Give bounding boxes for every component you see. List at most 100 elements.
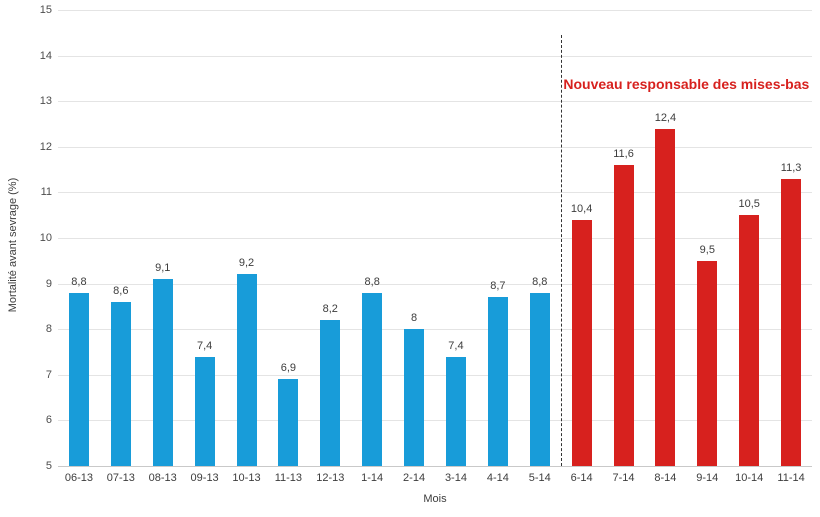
y-tick-label: 14 [39, 49, 52, 62]
bar-slot: 11,6 7-14 [603, 10, 645, 484]
bar-value-label: 9,2 [238, 257, 255, 270]
bar-slot: 8,6 07-13 [100, 10, 142, 484]
bar [404, 329, 425, 466]
x-tick-label: 09-13 [190, 472, 219, 484]
bar-value-label: 7,4 [196, 339, 213, 352]
bar-slot: 8,8 5-14 [519, 10, 561, 484]
bar [152, 279, 173, 466]
bar-value-label: 8 [411, 312, 418, 325]
bar [236, 274, 257, 466]
x-axis-title: Mois [423, 493, 447, 505]
x-tick-label: 1-14 [361, 472, 384, 484]
x-tick-label: 7-14 [612, 472, 635, 484]
bar [571, 219, 592, 466]
separator-dashed-line [560, 35, 562, 466]
y-tick-label: 10 [39, 232, 52, 244]
y-tick-label: 8 [45, 323, 52, 336]
bar-value-label: 9,5 [699, 243, 715, 256]
bar-value-label: 9,1 [155, 262, 171, 275]
bar-slot: 7,4 09-13 [184, 10, 226, 484]
bar-slot: 9,2 10-13 [226, 10, 268, 484]
gridline [58, 283, 812, 285]
bar-value-label: 8,7 [490, 280, 506, 293]
gridline [58, 146, 812, 148]
gridline [58, 101, 812, 103]
x-tick-label: 08-13 [148, 472, 177, 484]
plot-area: 15 14 13 12 11 10 9 8 7 6 5 8,8 06-13 8,6 07-13 9,1 08-… [40, 4, 812, 484]
bar [529, 292, 550, 466]
x-tick-label: 3-14 [444, 472, 467, 484]
x-tick-label: 12-13 [316, 472, 345, 484]
bar-slot: 8,8 1-14 [351, 10, 393, 484]
bar [278, 379, 299, 466]
x-tick-label: 8-14 [654, 472, 677, 484]
bar [320, 320, 341, 466]
gridline [58, 420, 812, 422]
x-tick-label: 11-14 [777, 472, 805, 484]
y-tick-label: 7 [45, 368, 52, 381]
y-tick-label: 15 [39, 4, 52, 16]
bar-value-label: 11,3 [780, 161, 802, 174]
bar-value-label: 8,6 [113, 284, 129, 297]
bar-value-label: 8,8 [532, 275, 548, 288]
x-tick-label: 5-14 [528, 472, 551, 484]
bar [655, 128, 676, 466]
x-tick-label: 4-14 [486, 472, 509, 484]
annotation-new-manager: Nouveau responsable des mises-bas [563, 76, 810, 92]
bar-value-label: 8,2 [322, 303, 338, 316]
x-tick-label: 9-14 [696, 472, 719, 484]
bar-value-label: 7,4 [448, 339, 464, 352]
gridline [58, 10, 812, 11]
y-axis-title: Mortalité avant sevrage (%) [7, 177, 19, 313]
x-tick-label: 07-13 [106, 472, 135, 484]
bar-slot: 10,5 10-14 [728, 10, 770, 484]
x-tick-label: 10-14 [735, 472, 764, 484]
bar [697, 260, 718, 466]
bar [739, 215, 760, 466]
gridline [58, 374, 812, 376]
gridline [58, 329, 812, 331]
bar [445, 356, 466, 466]
bar-slot: 12,4 8-14 [644, 10, 686, 484]
bar-slot: 8,7 4-14 [477, 10, 519, 484]
gridline [58, 55, 812, 57]
bar [110, 301, 131, 466]
bar-value-label: 10,5 [738, 198, 760, 211]
bars: 8,8 06-13 8,6 07-13 9,1 08-13 7,4 09-13 9,2 10-13… [58, 10, 812, 484]
y-tick-label: 12 [39, 140, 52, 153]
bar-slot: 8,8 06-13 [58, 10, 100, 484]
bar-slot: 6,9 11-13 [267, 10, 309, 484]
x-axis-line [58, 466, 812, 467]
bar [613, 165, 634, 466]
bar [68, 292, 89, 466]
bar [194, 356, 215, 466]
bar-slot: 10,4 6-14 [561, 10, 603, 484]
bar-value-label: 10,4 [570, 202, 593, 215]
bar-value-label: 8,8 [364, 275, 380, 288]
x-tick-label: 2-14 [403, 472, 426, 484]
y-tick-label: 13 [39, 95, 52, 108]
bar-slot: 9,1 08-13 [142, 10, 184, 484]
bar-value-label: 8,8 [71, 275, 87, 288]
y-tick-label: 5 [45, 460, 52, 472]
bar [487, 297, 508, 466]
x-tick-label: 11-13 [274, 472, 303, 484]
bar-value-label: 11,6 [613, 148, 634, 161]
x-tick-label: 06-13 [64, 472, 94, 484]
x-tick-label: 10-13 [232, 472, 261, 484]
bar-value-label: 6,9 [280, 362, 297, 375]
bar-slot: 8,2 12-13 [309, 10, 351, 484]
y-tick-label: 9 [45, 277, 52, 290]
bar [362, 292, 383, 466]
x-tick-label: 6-14 [570, 472, 593, 484]
bar [781, 178, 802, 466]
gridline [58, 192, 812, 194]
bar-slot: 7,4 3-14 [435, 10, 477, 484]
bar-slot: 11,3 11-14 [770, 10, 812, 484]
gridline [58, 238, 812, 239]
bar-slot: 8 2-14 [393, 10, 435, 484]
bar-value-label: 12,4 [654, 111, 677, 124]
bar-slot: 9,5 9-14 [686, 10, 728, 484]
y-tick-label: 6 [45, 414, 52, 427]
